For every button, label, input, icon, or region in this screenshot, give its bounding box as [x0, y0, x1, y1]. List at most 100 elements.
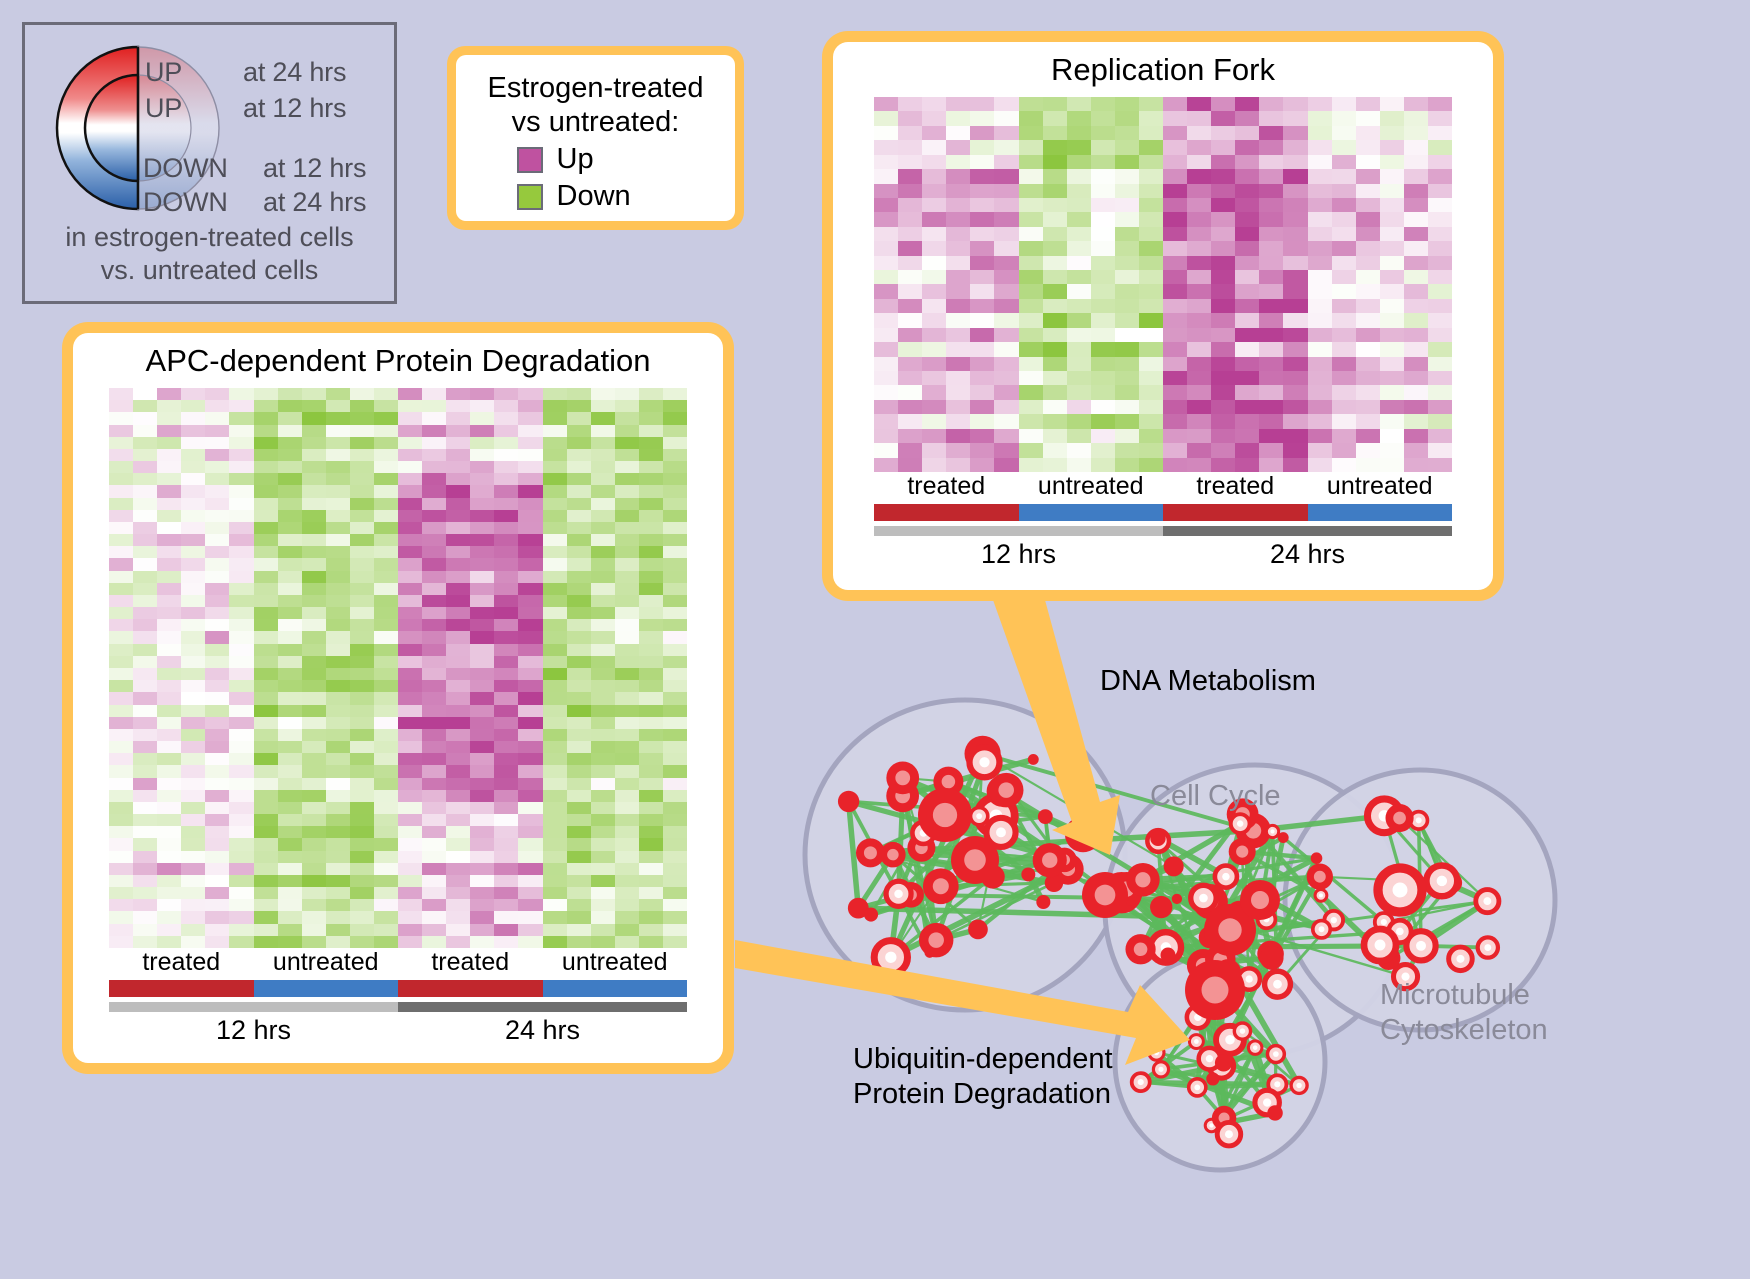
heatmap-cell: [638, 607, 663, 620]
heatmap-cell: [566, 680, 591, 693]
heatmap-cell: [1379, 356, 1404, 372]
heatmap-cell: [133, 594, 158, 608]
heatmap-cell: [542, 534, 567, 547]
heatmap-cell: [614, 911, 639, 924]
heatmap-cell: [994, 414, 1019, 429]
heatmap-cell: [638, 485, 663, 498]
heatmap-cell: [229, 692, 254, 705]
heatmap-cell: [898, 457, 923, 472]
heatmap-cell: [1163, 342, 1188, 357]
legend-up-24-time: at 24 hrs: [243, 57, 347, 87]
heatmap-cell: [542, 692, 567, 705]
heatmap-cell: [301, 838, 326, 851]
heatmap-cell: [133, 631, 158, 644]
heatmap-cell: [325, 680, 350, 693]
treatment-bar-treated-24: [398, 980, 543, 997]
heatmap-cell: [349, 704, 374, 717]
heatmap-cell: [1355, 342, 1380, 357]
heatmap-cell: [1379, 226, 1404, 242]
heatmap-cell: [181, 826, 206, 839]
heatmap-cell: [277, 582, 302, 595]
heatmap-cell: [277, 521, 302, 535]
heatmap-cell: [922, 356, 947, 372]
heatmap-cell: [1138, 212, 1163, 227]
heatmap-cell: [181, 728, 206, 742]
heatmap-cell: [301, 850, 326, 863]
heatmap-cell: [422, 753, 447, 766]
heatmap-cell: [1259, 255, 1284, 271]
heatmap-cell: [662, 887, 687, 900]
heatmap-cell: [1427, 327, 1452, 343]
heatmap-cell: [970, 356, 995, 372]
heatmap-cell: [1066, 399, 1091, 415]
heatmap-cell: [422, 741, 447, 754]
heatmap-cell: [1163, 125, 1188, 141]
heatmap-cell: [109, 582, 134, 595]
sample-label-treated-24: treated: [1196, 472, 1275, 500]
heatmap-cell: [229, 899, 254, 912]
heatmap-cell: [109, 655, 134, 668]
heatmap-cell: [133, 741, 158, 754]
heatmap-cell: [157, 388, 182, 401]
time-bar-12hrs: [874, 526, 1163, 536]
heatmap-cell: [614, 838, 639, 851]
heatmap-cell: [301, 509, 326, 522]
heatmap-cell: [181, 777, 206, 790]
heatmap-cell: [181, 923, 206, 936]
heatmap-cell: [277, 753, 302, 766]
heatmap-cell: [422, 619, 447, 632]
heatmap-cell: [253, 728, 278, 742]
heatmap-cell: [946, 212, 971, 227]
heatmap-cell: [1403, 169, 1428, 184]
heatmap-cell: [1307, 212, 1332, 227]
heatmap-cell: [590, 728, 615, 742]
heatmap-cell: [325, 509, 350, 522]
heatmap-cell: [253, 704, 278, 717]
heatmap-cell: [1307, 371, 1332, 386]
heatmap-cell: [638, 801, 663, 815]
heatmap-cell: [542, 643, 567, 656]
heatmap-cell: [1259, 140, 1284, 155]
heatmap-cell: [614, 631, 639, 644]
network-node-core: [1236, 820, 1244, 827]
heatmap-cell: [109, 509, 134, 522]
heatmap-cell: [1283, 443, 1308, 458]
heatmap-cell: [1331, 428, 1356, 444]
heatmap-cell: [1163, 443, 1188, 458]
heatmap-cell: [422, 534, 447, 547]
heatmap-cell: [614, 521, 639, 535]
cluster-label-ubiquitin-degradation: Ubiquitin-dependent Protein Degradation: [853, 1042, 1113, 1112]
heatmap-cell: [566, 485, 591, 498]
heatmap-cell: [542, 570, 567, 583]
heatmap-cell: [494, 814, 519, 827]
heatmap-cell: [1187, 443, 1212, 458]
heatmap-cell: [1403, 255, 1428, 271]
heatmap-cell: [157, 607, 182, 620]
heatmap-cell: [373, 546, 398, 559]
heatmap-cell: [470, 887, 495, 900]
heatmap-cell: [229, 680, 254, 693]
heatmap-cell: [542, 753, 567, 766]
heatmap-cell: [1187, 197, 1212, 213]
heatmap-cell: [470, 741, 495, 754]
heatmap-cell: [1379, 241, 1404, 256]
heatmap-cell: [253, 923, 278, 936]
heatmap-cell: [205, 521, 230, 535]
heatmap-cell: [1427, 342, 1452, 357]
heatmap-cell: [301, 558, 326, 571]
heatmap-cell: [590, 388, 615, 401]
heatmap-cell: [970, 226, 995, 242]
heatmap-cell: [970, 241, 995, 256]
heatmap-cell: [614, 485, 639, 498]
heatmap-cell: [109, 607, 134, 620]
heatmap-cell: [1114, 342, 1139, 357]
heatmap-cell: [1307, 169, 1332, 184]
heatmap-cell: [1379, 298, 1404, 314]
heatmap-cell: [542, 911, 567, 924]
heatmap-cell: [638, 448, 663, 462]
down-color-swatch: [516, 183, 543, 210]
network-node: [863, 907, 879, 922]
heatmap-cell: [662, 667, 687, 681]
heatmap-cell: [1307, 342, 1332, 357]
heatmap-cell: [301, 862, 326, 875]
